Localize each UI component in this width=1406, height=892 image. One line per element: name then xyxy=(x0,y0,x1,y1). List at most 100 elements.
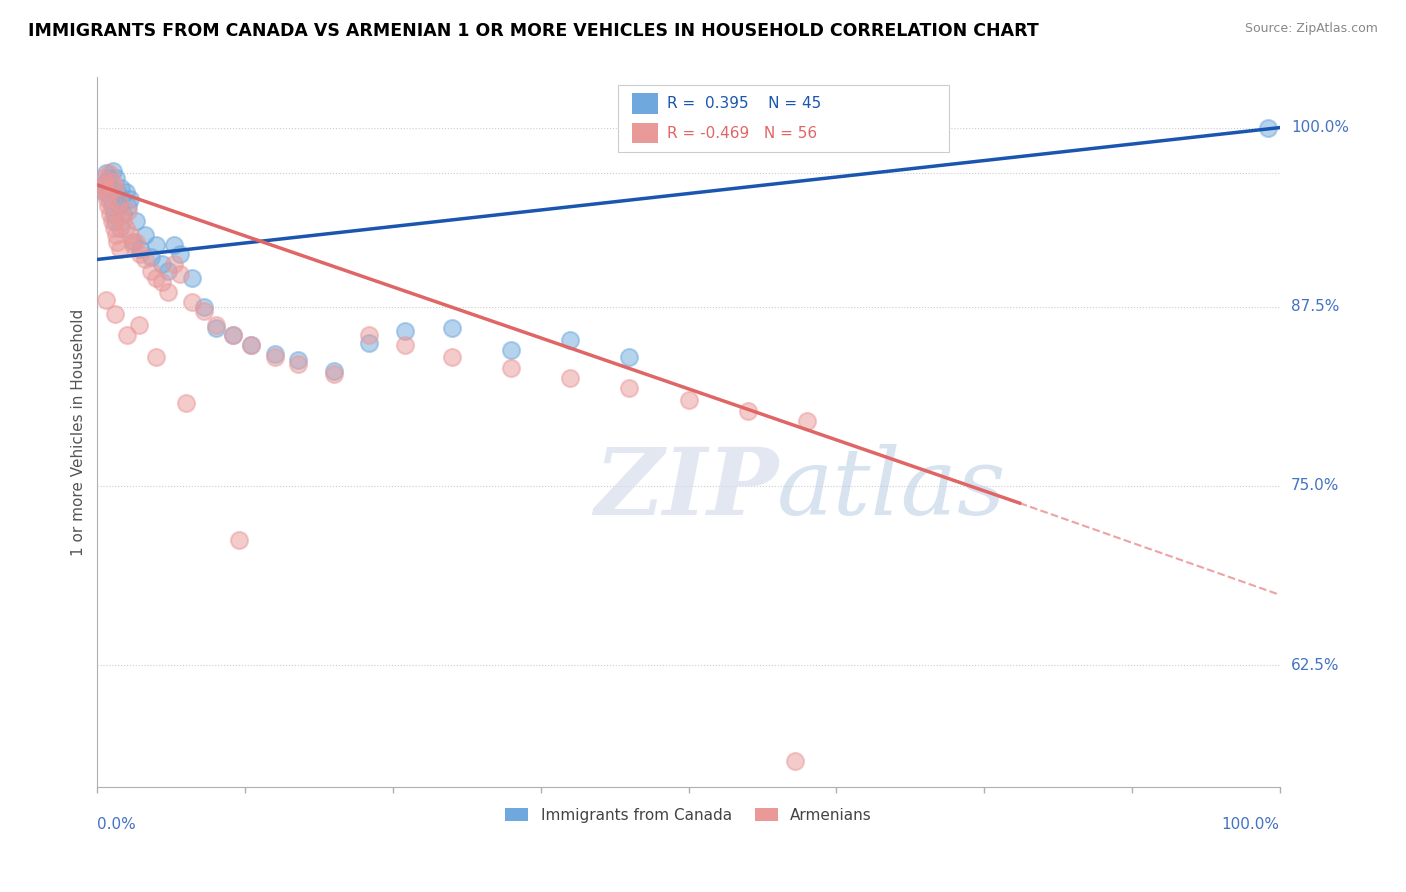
Point xyxy=(263,347,285,361)
Point xyxy=(98,170,121,185)
Point xyxy=(128,318,150,333)
Point xyxy=(169,267,191,281)
Point xyxy=(125,235,148,250)
Point xyxy=(103,221,125,235)
Point xyxy=(359,335,381,350)
Point xyxy=(145,271,167,285)
Text: IMMIGRANTS FROM CANADA VS ARMENIAN 1 OR MORE VEHICLES IN HOUSEHOLD CORRELATION C: IMMIGRANTS FROM CANADA VS ARMENIAN 1 OR … xyxy=(28,22,1039,40)
Point xyxy=(121,235,143,250)
Point xyxy=(287,357,309,371)
Point xyxy=(169,246,191,260)
Point xyxy=(94,166,117,180)
Point xyxy=(501,343,523,357)
Point xyxy=(240,338,263,352)
Point xyxy=(91,178,114,192)
Point xyxy=(134,228,156,243)
Text: 62.5%: 62.5% xyxy=(1291,657,1340,673)
Point xyxy=(104,307,127,321)
Point xyxy=(174,396,197,410)
Point xyxy=(560,333,582,347)
Point xyxy=(108,221,131,235)
Text: 0.0%: 0.0% xyxy=(97,817,136,832)
Point xyxy=(678,392,700,407)
Point xyxy=(100,199,122,213)
Point xyxy=(394,324,416,338)
Point xyxy=(101,163,124,178)
Point xyxy=(222,328,245,343)
Point xyxy=(134,252,156,267)
Point xyxy=(98,192,121,206)
Point xyxy=(94,293,117,307)
Point xyxy=(97,181,120,195)
Point xyxy=(322,364,344,378)
Point xyxy=(145,238,167,252)
Y-axis label: 1 or more Vehicles in Household: 1 or more Vehicles in Household xyxy=(72,309,86,556)
Point xyxy=(263,350,285,364)
Point xyxy=(619,350,641,364)
Point xyxy=(107,195,129,210)
Point xyxy=(193,300,215,314)
Point xyxy=(107,235,129,250)
Point xyxy=(90,181,112,195)
Point xyxy=(222,328,245,343)
Point xyxy=(93,178,115,192)
Point xyxy=(98,206,121,220)
Text: atlas: atlas xyxy=(778,444,1007,534)
Point xyxy=(322,367,344,381)
Point xyxy=(129,243,152,257)
Point xyxy=(796,414,818,428)
Point xyxy=(121,238,143,252)
Point xyxy=(181,271,204,285)
Point xyxy=(104,213,127,227)
Point xyxy=(737,404,759,418)
Text: 87.5%: 87.5% xyxy=(1291,299,1339,314)
Point xyxy=(107,185,129,199)
Point xyxy=(101,175,124,189)
Text: Source: ZipAtlas.com: Source: ZipAtlas.com xyxy=(1244,22,1378,36)
Point xyxy=(157,285,180,300)
Point xyxy=(96,192,118,206)
Point xyxy=(117,203,139,218)
Point xyxy=(120,228,142,243)
Point xyxy=(441,321,464,335)
Point xyxy=(193,304,215,318)
Point xyxy=(98,166,121,180)
Point xyxy=(394,338,416,352)
Point xyxy=(100,213,122,227)
Point xyxy=(1257,120,1279,135)
Point xyxy=(125,213,148,227)
Point xyxy=(240,338,263,352)
Text: 100.0%: 100.0% xyxy=(1222,817,1279,832)
Text: 100.0%: 100.0% xyxy=(1291,120,1348,135)
Point xyxy=(96,175,118,189)
Point xyxy=(150,276,173,290)
Bar xyxy=(617,85,949,152)
Text: R =  0.395    N = 45: R = 0.395 N = 45 xyxy=(668,96,821,111)
Bar xyxy=(631,94,658,113)
Point xyxy=(120,192,142,206)
Point xyxy=(163,238,186,252)
Point xyxy=(783,754,806,768)
Point xyxy=(129,246,152,260)
Text: 75.0%: 75.0% xyxy=(1291,478,1339,493)
Point xyxy=(150,257,173,271)
Point xyxy=(110,181,132,195)
Point xyxy=(114,185,136,199)
Point xyxy=(157,264,180,278)
Text: R = -0.469   N = 56: R = -0.469 N = 56 xyxy=(668,126,817,141)
Point xyxy=(112,213,135,227)
Point xyxy=(204,318,226,333)
Point xyxy=(139,250,162,264)
Point xyxy=(97,199,120,213)
Legend: Immigrants from Canada, Armenians: Immigrants from Canada, Armenians xyxy=(499,802,877,829)
Point xyxy=(560,371,582,385)
Point xyxy=(117,199,139,213)
Point xyxy=(145,350,167,364)
Point xyxy=(110,206,132,220)
Point xyxy=(91,170,114,185)
Point xyxy=(115,328,138,343)
Point xyxy=(441,350,464,364)
Point xyxy=(619,381,641,395)
Point xyxy=(181,295,204,310)
Point xyxy=(93,185,115,199)
